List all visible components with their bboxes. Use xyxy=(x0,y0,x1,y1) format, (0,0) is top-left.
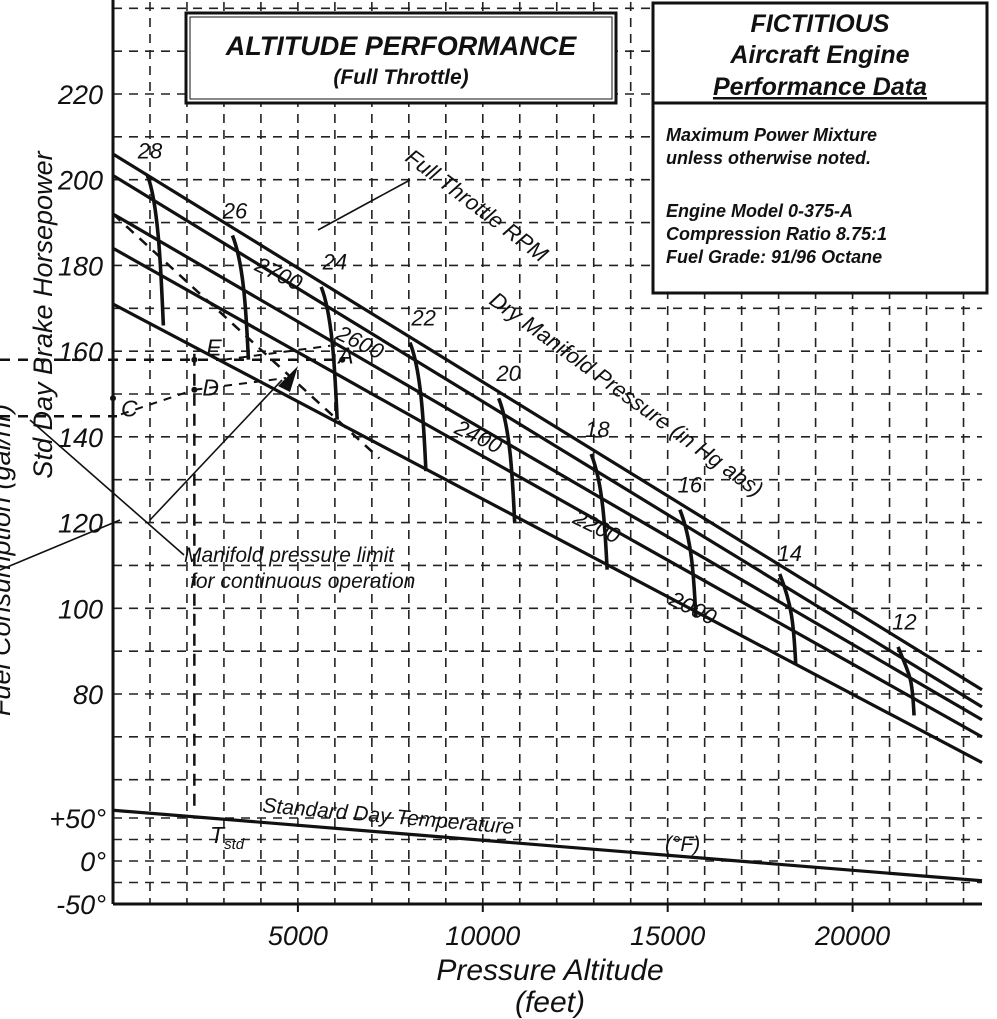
manifold-pressure-line-24 xyxy=(319,286,339,420)
full-throttle-leader xyxy=(317,179,411,231)
full-throttle-rpm-label: Full Throttle RPM xyxy=(401,144,553,267)
tstd-label: Tstd xyxy=(210,822,245,853)
info-text-line-6: Fuel Grade: 91/96 Octane xyxy=(666,247,882,267)
chart-title: ALTITUDE PERFORMANCE xyxy=(225,31,577,61)
point-label-A: A xyxy=(336,343,353,369)
info-box: FICTITIOUS Aircraft Engine Performance D… xyxy=(651,1,989,295)
rpm-line-2600 xyxy=(112,174,983,709)
y-axis-label: Std Day Brake Horsepower xyxy=(28,150,58,478)
manifold-pressure-line-20 xyxy=(497,397,517,523)
axes: 5000 10000 15000 20000 80 100 120 140 160 180 200 2… xyxy=(49,0,982,951)
rpm-line-2000 xyxy=(112,302,983,764)
x-tick-label: 5000 xyxy=(268,921,328,951)
point-E xyxy=(191,356,198,363)
construction-line-d xyxy=(194,377,287,391)
hp-tick-label: 220 xyxy=(57,80,103,110)
construction-line-ea xyxy=(223,344,331,361)
std-temp-line xyxy=(112,808,983,883)
manifold-pressure-line-26 xyxy=(230,234,251,360)
y-axis-label-secondary: Fuel Consumption (gal/hr) xyxy=(0,404,16,716)
manifold-pressure-label-20: 20 xyxy=(495,361,521,386)
info-title-line-2: Aircraft Engine xyxy=(729,41,909,69)
manifold-pressure-line-12 xyxy=(896,646,916,716)
x-tick-label: 15000 xyxy=(630,921,705,951)
manifold-pressure-label-24: 24 xyxy=(322,250,347,275)
title-box: ALTITUDE PERFORMANCE (Full Throttle) xyxy=(184,11,618,105)
hp-tick-label: 120 xyxy=(58,509,103,539)
limit-marker xyxy=(278,366,298,392)
temp-tick-label: +50° xyxy=(49,804,106,834)
point-label-D: D xyxy=(202,375,219,401)
mp-limit-label-line-2: for continuous operation xyxy=(190,570,415,593)
info-text-line-1: Maximum Power Mixture xyxy=(666,125,877,145)
chart-subtitle: (Full Throttle) xyxy=(333,66,468,89)
manifold-pressure-line-16 xyxy=(678,509,698,617)
manifold-pressure-line-22 xyxy=(408,341,428,472)
manifold-pressure-line-14 xyxy=(778,573,798,665)
temp-tick-label: 0° xyxy=(80,847,106,877)
manifold-pressure-label-12: 12 xyxy=(892,610,916,635)
info-text-line-4: Engine Model 0-375-A xyxy=(666,201,853,221)
point-label-E: E xyxy=(206,335,222,361)
rpm-label-2200: 2200 xyxy=(568,504,625,549)
hp-tick-label: 80 xyxy=(73,680,103,710)
info-text-line-2: unless otherwise noted. xyxy=(666,148,871,168)
manifold-pressure-label-28: 28 xyxy=(137,138,163,163)
rpm-line-2400 xyxy=(112,212,983,722)
mp-limit-line xyxy=(112,213,381,460)
series-layer xyxy=(0,152,983,883)
x-tick-label: 10000 xyxy=(445,921,520,951)
construction-line-cd xyxy=(120,388,195,416)
temp-tick-label: -50° xyxy=(56,890,106,920)
hp-tick-label: 160 xyxy=(58,337,103,367)
mp-limit-leader-1 xyxy=(29,419,185,556)
hp-tick-label: 100 xyxy=(58,594,103,624)
hp-tick-label: 140 xyxy=(58,423,103,453)
manifold-pressure-label-22: 22 xyxy=(410,305,435,330)
x-axis-label: Pressure Altitude xyxy=(436,954,663,987)
x-axis-unit: (feet) xyxy=(515,986,585,1019)
hp-tick-label: 200 xyxy=(57,166,103,196)
mp-limit-leader-2 xyxy=(149,379,283,521)
manifold-pressure-label-14: 14 xyxy=(777,541,801,566)
info-title-line-3: Performance Data xyxy=(713,73,927,101)
point-label-C: C xyxy=(121,395,138,421)
rpm-line-2200 xyxy=(112,246,983,739)
manifold-pressure-label-16: 16 xyxy=(678,473,703,498)
mp-limit-leader-3 xyxy=(0,519,121,571)
manifold-pressure-line-18 xyxy=(589,453,609,570)
rpm-line-2700 xyxy=(112,152,983,692)
info-title-line-1: FICTITIOUS xyxy=(751,10,890,38)
hp-tick-label: 180 xyxy=(58,251,103,281)
x-tick-label: 20000 xyxy=(814,921,890,951)
manifold-pressure-line-28 xyxy=(145,174,166,326)
std-temp-unit-label: (°F) xyxy=(665,833,700,856)
manifold-pressure-label-18: 18 xyxy=(585,417,610,442)
point-A xyxy=(339,356,346,363)
mp-limit-label-line-1: Manifold pressure limit xyxy=(184,544,395,567)
point-D xyxy=(191,386,198,393)
info-text-line-5: Compression Ratio 8.75:1 xyxy=(666,224,887,244)
manifold-pressure-label-26: 26 xyxy=(222,198,248,223)
